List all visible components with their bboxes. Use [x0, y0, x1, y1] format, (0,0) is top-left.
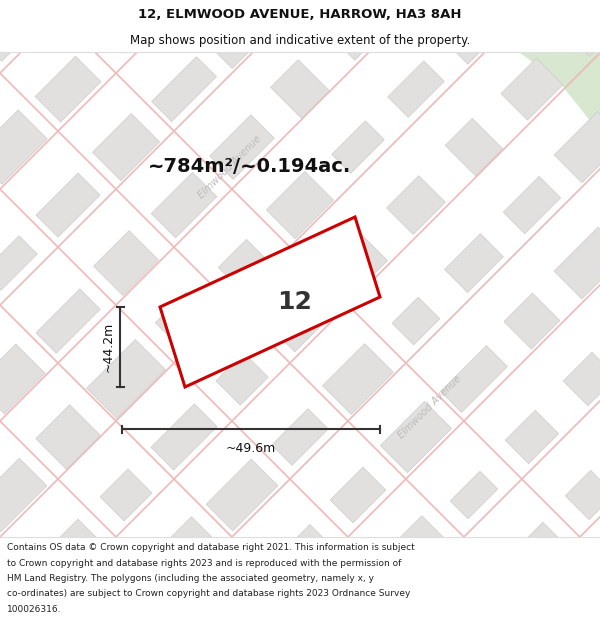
Polygon shape: [565, 470, 600, 519]
Polygon shape: [440, 346, 508, 413]
Polygon shape: [565, 6, 600, 56]
Polygon shape: [501, 522, 563, 584]
Polygon shape: [554, 227, 600, 299]
Polygon shape: [160, 217, 380, 387]
Polygon shape: [205, 0, 280, 69]
Polygon shape: [503, 176, 560, 234]
Polygon shape: [148, 517, 220, 589]
Polygon shape: [152, 57, 217, 122]
Polygon shape: [0, 236, 37, 291]
Polygon shape: [94, 231, 158, 296]
Text: HM Land Registry. The polygons (including the associated geometry, namely x, y: HM Land Registry. The polygons (includin…: [7, 574, 374, 583]
Polygon shape: [379, 516, 453, 590]
Text: co-ordinates) are subject to Crown copyright and database rights 2023 Ordnance S: co-ordinates) are subject to Crown copyr…: [7, 589, 410, 598]
Polygon shape: [330, 467, 386, 523]
Polygon shape: [0, 458, 47, 532]
Text: 12: 12: [278, 290, 313, 314]
Polygon shape: [329, 2, 387, 60]
Polygon shape: [218, 239, 266, 287]
Text: Contains OS data © Crown copyright and database right 2021. This information is : Contains OS data © Crown copyright and d…: [7, 543, 415, 552]
Polygon shape: [380, 401, 452, 472]
Polygon shape: [86, 339, 166, 419]
Polygon shape: [271, 59, 329, 119]
Polygon shape: [450, 471, 497, 519]
Polygon shape: [100, 469, 152, 521]
Polygon shape: [272, 409, 328, 466]
Polygon shape: [210, 115, 274, 179]
Polygon shape: [388, 61, 444, 118]
Polygon shape: [155, 292, 213, 350]
Polygon shape: [392, 297, 440, 345]
Polygon shape: [504, 293, 560, 349]
Polygon shape: [328, 234, 388, 292]
Polygon shape: [269, 290, 331, 352]
Polygon shape: [206, 459, 278, 531]
Text: 12, ELMWOOD AVENUE, HARROW, HA3 8AH: 12, ELMWOOD AVENUE, HARROW, HA3 8AH: [138, 8, 462, 21]
Text: ~784m²/~0.194ac.: ~784m²/~0.194ac.: [148, 158, 351, 176]
Text: Elmwood Avenue: Elmwood Avenue: [397, 374, 463, 441]
Polygon shape: [505, 410, 559, 464]
Polygon shape: [104, 9, 148, 53]
Polygon shape: [323, 344, 394, 414]
Polygon shape: [34, 519, 102, 587]
Polygon shape: [151, 404, 217, 470]
Polygon shape: [445, 234, 503, 292]
Text: to Crown copyright and database rights 2023 and is reproduced with the permissio: to Crown copyright and database rights 2…: [7, 559, 401, 568]
Polygon shape: [332, 121, 384, 173]
Polygon shape: [386, 176, 445, 234]
Polygon shape: [501, 58, 563, 120]
Polygon shape: [36, 173, 100, 237]
Polygon shape: [445, 118, 503, 176]
Text: Elmwood Avenue: Elmwood Avenue: [197, 134, 263, 201]
Polygon shape: [36, 289, 100, 353]
Text: Map shows position and indicative extent of the property.: Map shows position and indicative extent…: [130, 34, 470, 47]
Polygon shape: [271, 524, 329, 581]
Polygon shape: [441, 0, 507, 64]
Polygon shape: [35, 56, 101, 122]
Polygon shape: [266, 171, 334, 239]
Polygon shape: [92, 114, 160, 181]
Polygon shape: [0, 344, 45, 414]
Text: ~49.6m: ~49.6m: [226, 442, 276, 455]
Polygon shape: [0, 1, 40, 61]
Text: 100026316.: 100026316.: [7, 605, 62, 614]
Polygon shape: [36, 404, 100, 469]
Polygon shape: [151, 173, 217, 238]
Text: ~44.2m: ~44.2m: [102, 322, 115, 372]
Polygon shape: [563, 352, 600, 406]
Polygon shape: [216, 353, 268, 405]
Polygon shape: [0, 110, 47, 184]
Polygon shape: [554, 111, 600, 182]
Polygon shape: [520, 52, 600, 132]
